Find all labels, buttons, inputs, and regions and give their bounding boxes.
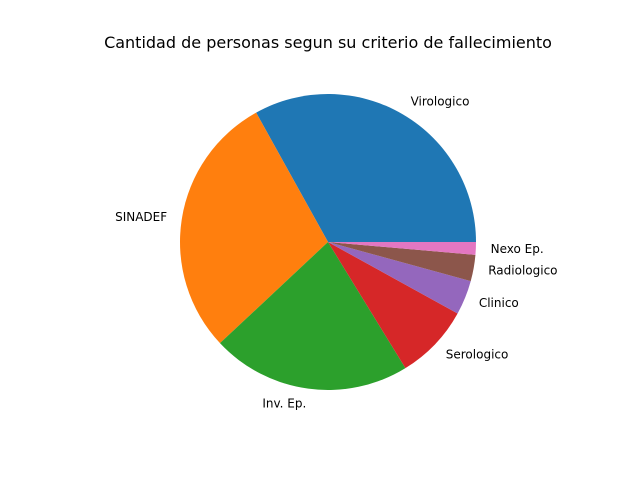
chart-title: Cantidad de personas segun su criterio d… [104,33,552,52]
pie-label-sinadef: SINADEF [115,210,167,224]
pie-label-radiologico: Radiologico [488,264,557,278]
pie-slice-virologico [256,94,476,243]
pie-slice-clinico [328,242,471,314]
pie-slice-sinadef [180,112,328,344]
pie-slice-inv-ep [219,242,406,390]
pie-slice-serologico [328,242,458,369]
pie-label-virologico: Virologico [411,95,470,109]
pie-label-serologico: Serologico [446,347,509,361]
pie-label-nexo-ep: Nexo Ep. [491,242,544,256]
pie-slices [180,94,476,390]
pie-label-clinico: Clinico [479,296,519,310]
pie-slice-radiologico [328,242,476,282]
pie-labels: Virologico SINADEF Inv. Ep. Serologico Clini… [115,95,557,411]
pie-label-inv-ep: Inv. Ep. [262,396,306,410]
pie-slice-nexo-ep [328,242,476,255]
